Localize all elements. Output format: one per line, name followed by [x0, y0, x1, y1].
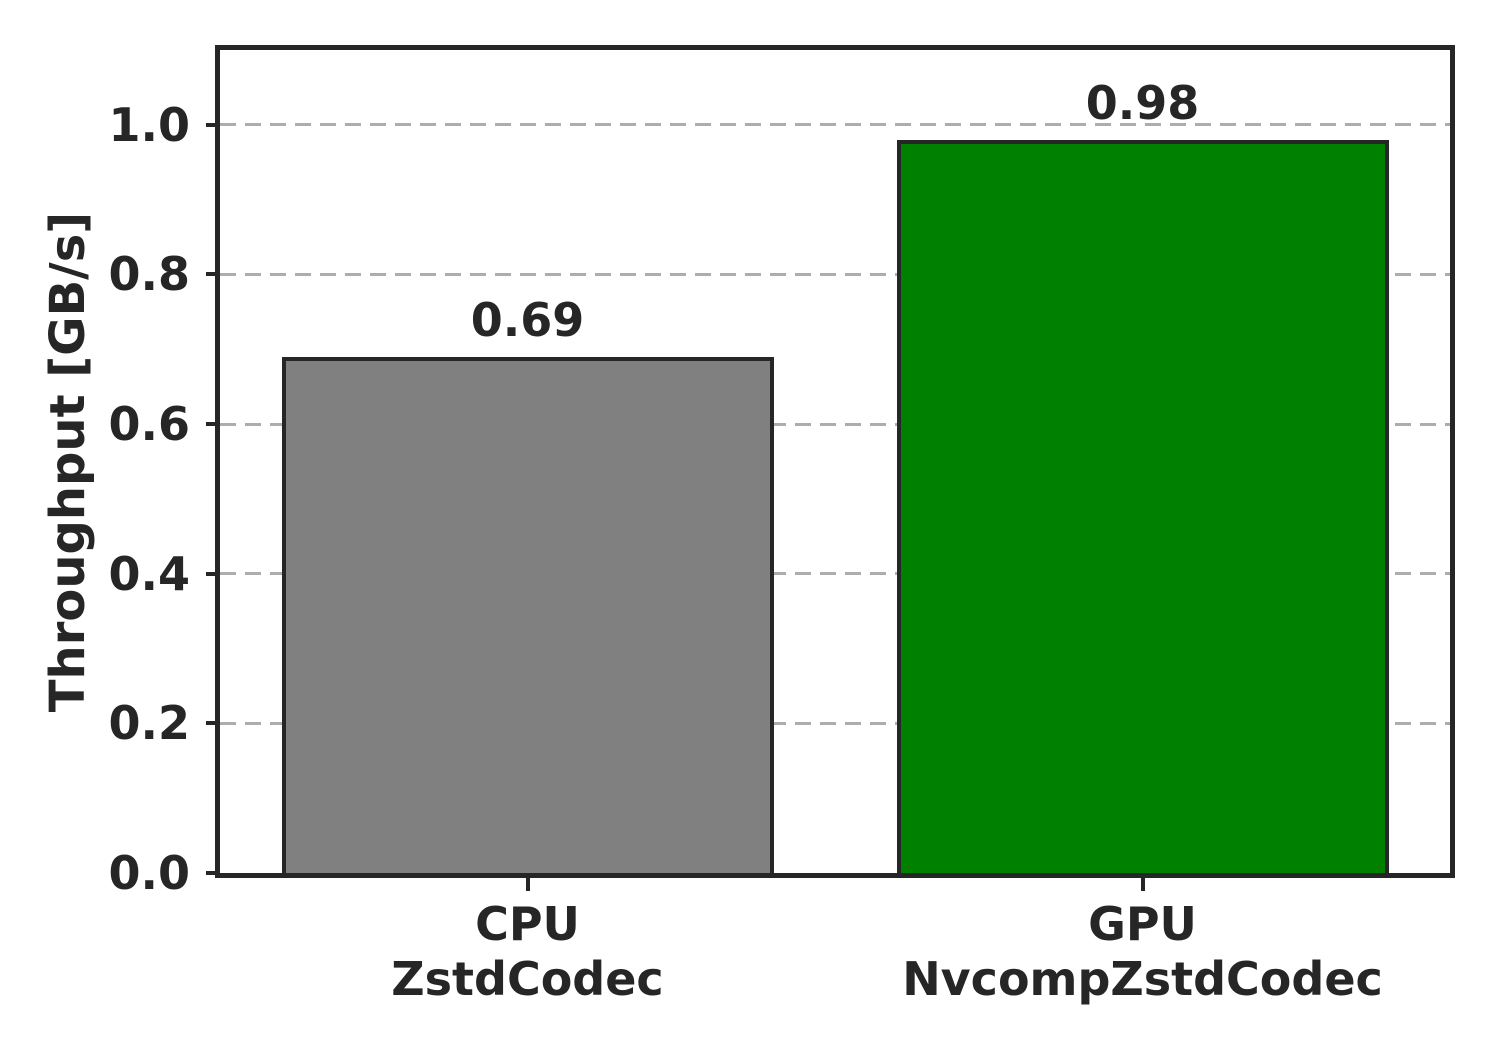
- y-tick-label: 0.2: [108, 696, 191, 751]
- y-tick-mark: [206, 422, 220, 427]
- y-tick-mark: [206, 721, 220, 726]
- x-tick-mark: [1140, 878, 1145, 891]
- y-tick-label: 0.6: [108, 397, 191, 452]
- y-tick-label: 0.8: [108, 247, 191, 302]
- gridline: [220, 422, 1450, 426]
- gridline: [220, 272, 1450, 276]
- y-tick-mark: [206, 871, 220, 875]
- y-tick-mark: [206, 122, 220, 127]
- y-tick-label: 0.0: [108, 846, 191, 900]
- y-tick-mark: [206, 571, 220, 576]
- bar-value-label: 0.69: [470, 292, 585, 347]
- bar-1: [896, 139, 1389, 873]
- x-tick-mark: [525, 878, 530, 891]
- plot-area: 0.0 0.2 0.4 0.6 0.8 1.0 0.69 CPU ZstdCodec 0.98 G…: [109, 50, 1450, 1006]
- gridline: [220, 572, 1450, 576]
- y-tick-mark: [206, 272, 220, 277]
- gridline: [220, 721, 1450, 725]
- gridline: [220, 123, 1450, 127]
- bar-0: [281, 356, 774, 873]
- y-tick-label: 0.4: [108, 546, 191, 601]
- x-tick-label: GPU NvcompZstdCodec: [902, 897, 1383, 1006]
- x-tick-label: CPU ZstdCodec: [391, 897, 664, 1006]
- y-tick-label: 1.0: [108, 97, 191, 152]
- bar-value-label: 0.98: [1085, 75, 1200, 130]
